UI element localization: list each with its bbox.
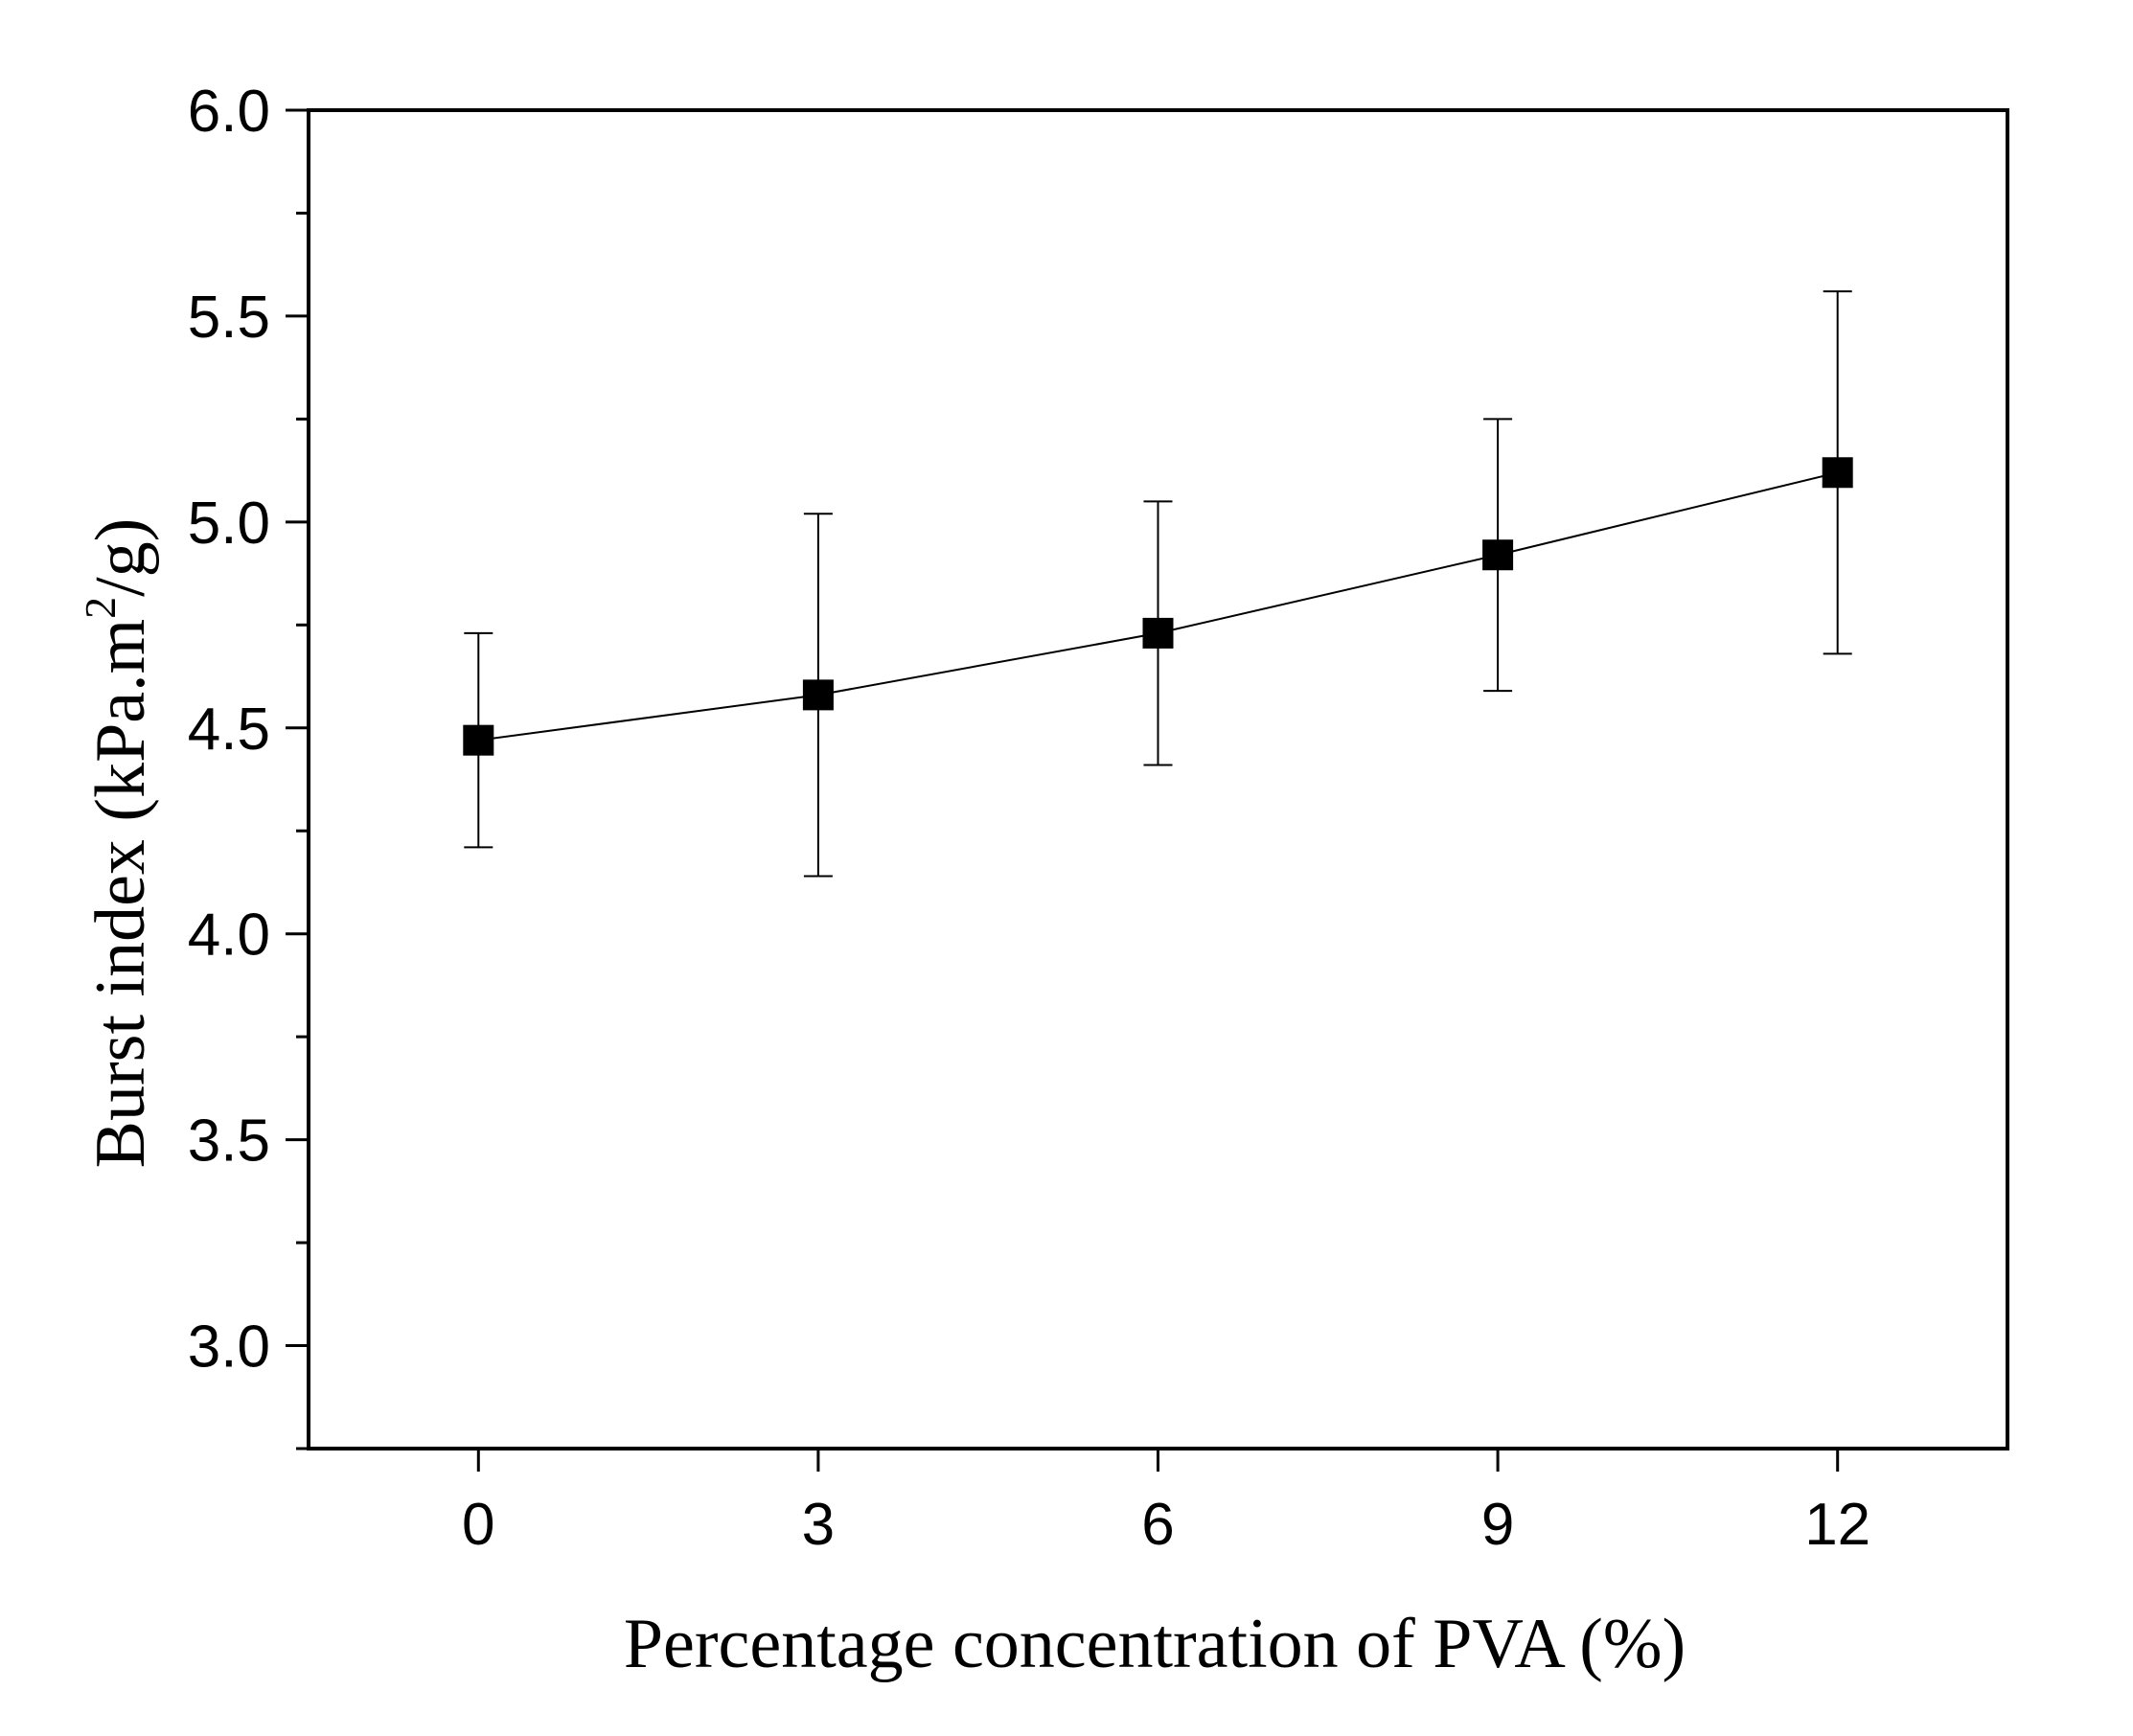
x-tick-label: 3: [802, 1492, 835, 1558]
y-tick-label: 4.5: [188, 697, 270, 763]
y-axis-title-suffix: /g): [81, 518, 160, 597]
x-axis-title: Percentage concentration of PVA (%): [624, 1605, 1686, 1683]
data-point-marker: [1822, 457, 1853, 489]
x-tick-label: 6: [1141, 1492, 1174, 1558]
y-axis-title: Burst index (kPa.m2/g): [76, 518, 160, 1169]
y-tick-label: 4.0: [188, 902, 270, 969]
y-axis-title-main: Burst index (kPa.m: [81, 619, 160, 1168]
x-tick-label: 0: [462, 1492, 494, 1558]
data-point-marker: [802, 679, 834, 711]
y-axis-title-superscript: 2: [76, 597, 125, 619]
y-tick-label: 3.5: [188, 1108, 270, 1175]
data-point-marker: [1482, 539, 1514, 571]
x-tick-label: 9: [1481, 1492, 1514, 1558]
data-point-marker: [463, 724, 494, 756]
y-tick-label: 5.0: [188, 491, 270, 557]
y-tick-label: 3.0: [188, 1314, 270, 1381]
y-axis: 3.0 3.5 4.0 4.5 5.0 5.5 6.0: [188, 79, 309, 1450]
x-axis: 0 3 6 9 12: [462, 1449, 1870, 1558]
y-tick-label: 5.5: [188, 285, 270, 351]
y-tick-label: 6.0: [188, 79, 270, 145]
series-layer: [463, 290, 1853, 878]
x-tick-label: 12: [1804, 1492, 1870, 1558]
data-point-marker: [1142, 617, 1174, 649]
